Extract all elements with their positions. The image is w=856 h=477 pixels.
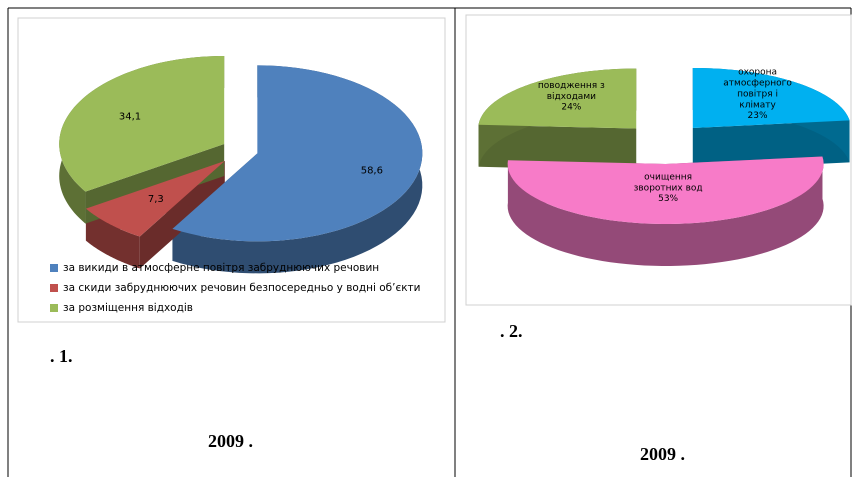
slice-side xyxy=(85,208,140,269)
slice-label: охорона атмосферного повітря і клімату xyxy=(723,67,792,110)
caption: . 1. xyxy=(50,346,73,366)
data-label: 34,1 xyxy=(119,112,141,123)
data-label: 23% xyxy=(748,111,768,121)
pie-slice xyxy=(59,55,225,192)
slice-side xyxy=(507,156,824,266)
slice-label: очищення зворотних вод xyxy=(634,172,703,193)
legend-swatch xyxy=(50,284,58,292)
pie: 58,6 7,3 34,1 xyxy=(59,55,423,274)
slice-wall xyxy=(478,124,637,171)
data-label: 58,6 xyxy=(361,165,383,176)
data-label: 24% xyxy=(561,102,581,112)
legend-label: за скиди забруднюючих речовин безпосеред… xyxy=(63,282,421,294)
slice-side xyxy=(172,65,423,274)
legend-swatch xyxy=(50,304,58,312)
legend-swatch xyxy=(50,264,58,272)
pie-slice xyxy=(478,68,637,129)
pie-slice xyxy=(692,67,850,128)
slice-label: поводження з відходами xyxy=(538,80,605,101)
pie-slice xyxy=(85,161,225,237)
data-label: 53% xyxy=(658,194,678,204)
data-label: 7,3 xyxy=(148,194,164,205)
caption: 2009 . xyxy=(640,444,685,464)
caption: . 2. xyxy=(500,321,523,341)
legend-label: за розміщення відходів xyxy=(63,302,193,314)
pie-slice xyxy=(172,65,423,242)
legend-label: за викиди в атмосферне повітря забруднюю… xyxy=(63,262,379,274)
caption: 2009 . xyxy=(208,431,253,451)
pie-slice xyxy=(507,156,824,224)
